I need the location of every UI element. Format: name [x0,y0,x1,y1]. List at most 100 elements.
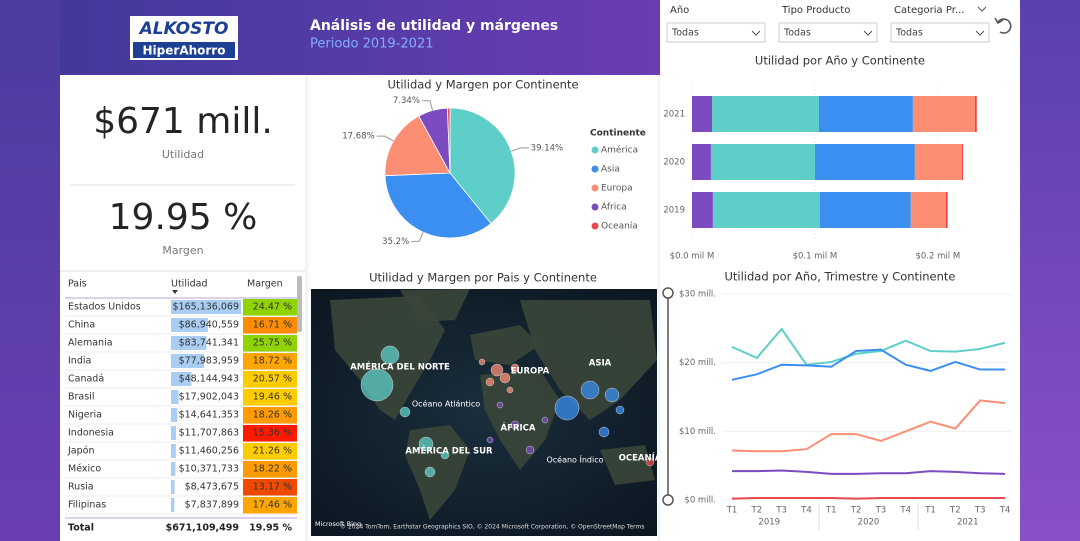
map-label: Océano Atlántico [412,399,480,409]
data-label: 39.14% [531,143,563,153]
x-tick-label: T3 [775,506,787,516]
kpi-value: $671 mill. [93,101,273,142]
table-cell: $48,144,943 [179,374,239,385]
legend-label: Asia [601,165,620,175]
map-bubble [510,363,520,373]
legend-title: Continente [590,129,646,139]
margin-cell [243,479,297,496]
logo-text: HiperAhorro [143,44,226,58]
data-label: 7.34% [393,96,420,106]
data-bar [171,354,205,368]
y-tick-label: $30 mill. [679,290,716,300]
bar-segment [712,96,819,132]
dropdown-chevron[interactable] [863,30,873,36]
chart-title: Utilidad por Año, Trimestre y Continente [724,270,955,284]
bar-segment [974,96,977,132]
filter-dropdown[interactable] [666,22,766,43]
data-label: 17.68% [342,132,374,142]
map-label: ÁFRICA [501,422,536,434]
map-bubble [399,406,411,418]
dropdown-chevron[interactable] [977,6,987,12]
map-land [480,370,560,470]
x-tick-label: T4 [999,506,1011,516]
margin-cell [243,497,297,514]
pie-slice [384,115,451,177]
filter-dropdown[interactable] [778,22,878,43]
table-cell: Indonesia [68,428,114,439]
bar-segment [814,144,915,180]
x-tick-label: T3 [875,506,887,516]
data-bar [171,372,192,386]
x-tick-label: T4 [800,506,812,516]
y-tick-label: $20 mill. [679,358,716,368]
bar-segment [692,144,711,180]
margin-cell [243,317,297,334]
map-bubble [418,436,434,452]
map-bubble [645,457,655,467]
back-button-arrow[interactable] [994,17,1004,25]
line-series [731,348,1005,381]
x-tick-label: T2 [850,506,862,516]
scrollbar[interactable] [297,276,302,332]
margin-cell [243,443,297,460]
table-cell: 24.47 % [253,302,292,313]
y-tick-label: 2020 [663,158,685,168]
chart-title: Utilidad y Margen por Continente [387,78,578,92]
bar-segment [912,96,975,132]
bar-segment [712,192,820,228]
filter-dropdown[interactable] [890,22,990,43]
bar-segment [910,192,946,228]
y-tick-label: 2019 [663,206,685,216]
data-bar [171,480,175,494]
map-bubble [506,386,514,394]
data-bar [171,300,241,314]
dropdown-chevron[interactable] [751,30,761,36]
dropdown-chevron[interactable] [975,30,985,36]
legend-marker [591,146,599,154]
bar-segment [692,96,713,132]
line-series [731,327,1006,366]
table-cell: $77,983,959 [179,356,239,367]
table-cell: Filipinas [68,500,106,511]
filter-value: Todas [895,28,923,39]
map-bubble [510,420,520,430]
back-button[interactable] [997,18,1012,34]
legend-label: África [601,201,627,213]
data-bar [171,336,207,350]
map-attribution: © 2024 TomTom, Earthstar Geographics SIO… [340,524,645,531]
map-bubble [490,363,504,377]
pie-slice [449,107,516,225]
map-label: OCEANÍA [619,452,662,464]
map-bubble [360,368,394,402]
slider-handle[interactable] [662,287,674,299]
map-bubble [485,377,495,387]
margin-cell [243,371,297,388]
data-bar [171,408,178,422]
x-group-label: 2020 [858,518,880,528]
bar-segment [945,192,948,228]
column-header: Margen [247,279,283,290]
map-land [400,289,470,322]
map-bubble [496,401,504,409]
map-bubble [525,445,535,455]
bar-segment [710,144,815,180]
line-series [731,399,1006,453]
margin-cell [243,389,297,406]
legend-marker [591,165,599,173]
table-cell: 18.26 % [253,410,292,421]
table-cell: China [68,320,95,331]
map-bubble [380,345,400,365]
line-series [731,496,1005,500]
table-cell: Japón [67,446,95,457]
slider-handle[interactable] [662,494,674,506]
x-tick-label: T1 [726,506,738,516]
margin-cell [243,461,297,478]
pie-slice [446,107,451,174]
table-cell: 16.71 % [253,320,292,331]
table-cell: 18.22 % [253,464,292,475]
table-cell: Estados Unidos [68,302,141,313]
data-bar [171,444,176,458]
margin-cell [243,353,297,370]
x-tick-label: T3 [974,506,986,516]
x-tick-label: $0.1 mil M [793,252,838,262]
